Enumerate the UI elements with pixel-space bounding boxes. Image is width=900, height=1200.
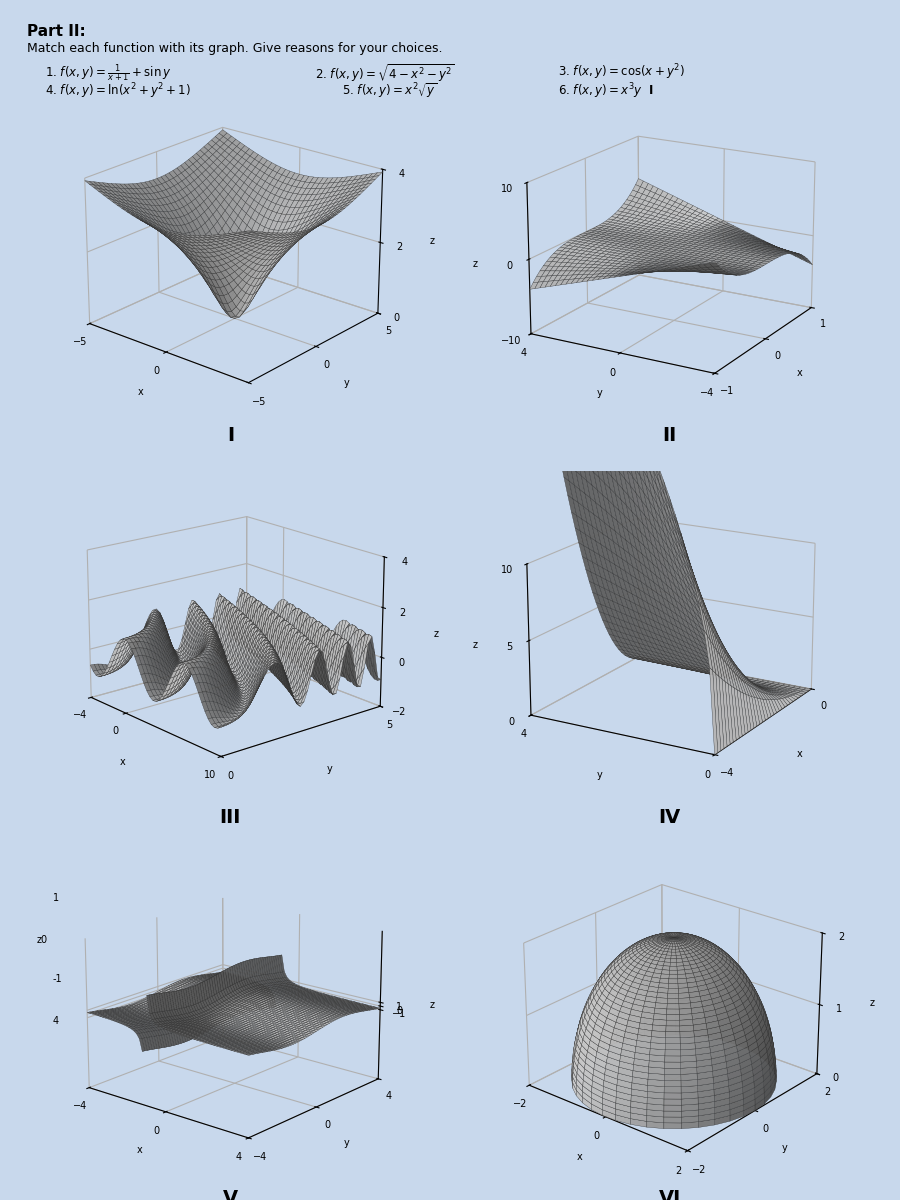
Text: 2. $f(x,y)=\sqrt{4-x^2-y^2}$: 2. $f(x,y)=\sqrt{4-x^2-y^2}$: [315, 62, 454, 84]
Text: 6. $f(x,y)=x^3y$  $\mathbf{I}$: 6. $f(x,y)=x^3y$ $\mathbf{I}$: [558, 82, 653, 101]
Text: III: III: [220, 808, 241, 827]
X-axis label: x: x: [120, 757, 126, 767]
Text: 1: 1: [52, 893, 58, 904]
Text: z0: z0: [36, 935, 48, 946]
Text: 1. $f(x,y)=\frac{1}{x+1}+\sin y$: 1. $f(x,y)=\frac{1}{x+1}+\sin y$: [45, 62, 172, 84]
Y-axis label: y: y: [782, 1142, 788, 1153]
Text: 4: 4: [52, 1016, 58, 1026]
Y-axis label: y: y: [344, 1139, 349, 1148]
X-axis label: x: x: [137, 1145, 143, 1156]
Text: V: V: [223, 1189, 238, 1200]
X-axis label: x: x: [138, 386, 143, 396]
Text: Match each function with its graph. Give reasons for your choices.: Match each function with its graph. Give…: [27, 42, 443, 55]
X-axis label: x: x: [796, 367, 802, 378]
Y-axis label: y: y: [597, 389, 602, 398]
X-axis label: x: x: [796, 749, 802, 760]
Text: II: II: [662, 426, 677, 445]
Text: -1: -1: [52, 974, 62, 984]
Text: Part II:: Part II:: [27, 24, 86, 38]
Y-axis label: y: y: [343, 378, 349, 389]
Text: I: I: [227, 426, 234, 445]
Text: 5. $f(x,y)=x^2\sqrt{y}$: 5. $f(x,y)=x^2\sqrt{y}$: [342, 82, 437, 101]
Y-axis label: y: y: [327, 764, 332, 774]
Y-axis label: y: y: [597, 769, 602, 780]
Text: VI: VI: [659, 1189, 680, 1200]
Text: 3. $f(x,y)=\cos(x+y^2)$: 3. $f(x,y)=\cos(x+y^2)$: [558, 62, 685, 82]
Text: 4. $f(x,y)=\ln(x^2+y^2+1)$: 4. $f(x,y)=\ln(x^2+y^2+1)$: [45, 82, 191, 101]
Text: IV: IV: [659, 808, 680, 827]
X-axis label: x: x: [577, 1152, 583, 1162]
